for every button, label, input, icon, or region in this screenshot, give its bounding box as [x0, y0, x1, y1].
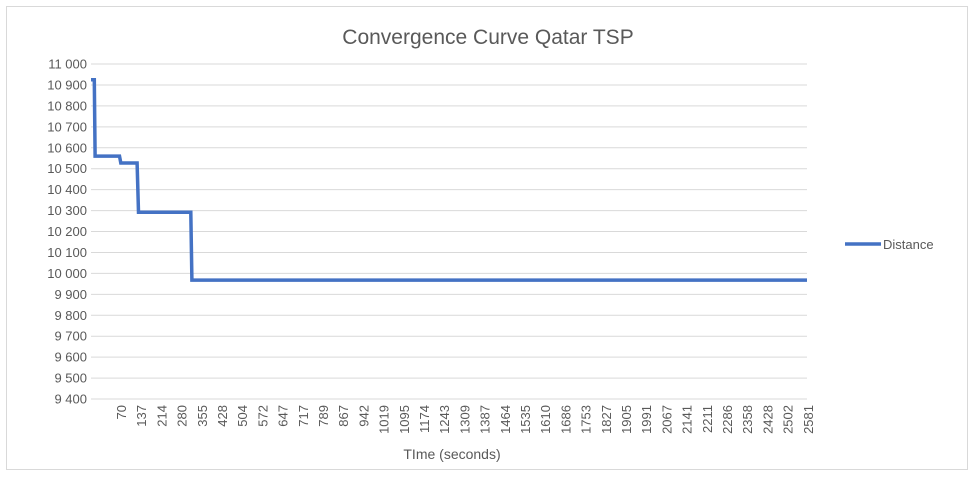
x-tick-label: 867	[336, 405, 351, 427]
x-tick-label: 2428	[760, 405, 775, 434]
x-tick-label: 1535	[518, 405, 533, 434]
y-tick-label: 10 200	[47, 224, 87, 239]
y-tick-label: 10 800	[47, 98, 87, 113]
y-tick-label: 11 000	[48, 57, 87, 72]
x-axis-title: TIme (seconds)	[403, 446, 500, 462]
y-tick-label: 10 600	[47, 140, 87, 155]
x-tick-label: 2581	[801, 405, 816, 434]
x-tick-label: 1991	[639, 405, 654, 434]
x-tick-label: 355	[195, 405, 210, 427]
x-tick-label: 1827	[599, 405, 614, 434]
series-layer	[91, 77, 807, 282]
legend: Distance	[845, 237, 934, 252]
x-tick-label: 572	[255, 405, 270, 427]
x-tick-label: 1905	[619, 405, 634, 434]
x-tick-label: 2286	[720, 405, 735, 434]
legend-label: Distance	[883, 237, 934, 252]
x-tick-label: 1753	[579, 405, 594, 434]
x-tick-label: 2141	[680, 405, 695, 434]
y-tick-label: 10 400	[47, 182, 87, 197]
x-tick-label: 717	[296, 405, 311, 427]
series-line-distance	[91, 77, 807, 282]
x-tick-label: 2358	[740, 405, 755, 434]
y-tick-label: 10 100	[47, 245, 87, 260]
y-tick-label: 9 400	[54, 392, 87, 407]
x-tick-label: 789	[316, 405, 331, 427]
y-tick-label: 10 500	[47, 161, 87, 176]
x-tick-label: 504	[235, 405, 250, 427]
x-tick-label: 647	[276, 405, 291, 427]
x-tick-label: 428	[215, 405, 230, 427]
y-tick-label: 10 000	[47, 266, 87, 281]
y-tick-label: 10 300	[47, 203, 87, 218]
x-tick-label: 1309	[457, 405, 472, 434]
x-tick-label: 1464	[498, 405, 513, 434]
gridlines	[91, 63, 807, 400]
x-tick-label: 70	[114, 405, 129, 419]
y-tick-label: 9 700	[54, 329, 87, 344]
y-tick-label: 9 900	[54, 287, 87, 302]
x-tick-label: 1019	[377, 405, 392, 434]
x-tick-label: 137	[134, 405, 149, 427]
x-tick-label: 1243	[437, 405, 452, 434]
x-tick-label: 942	[356, 405, 371, 427]
y-tick-label: 9 500	[54, 371, 87, 386]
y-axis-tick-labels: 9 400 9 500 9 600 9 700 9 800 9 900 10 000 10 1…	[47, 57, 87, 407]
x-axis-tick-labels: 70 137 214 280 355 428 504 572 647 717 789 867 942 10…	[114, 405, 816, 434]
x-tick-label: 1095	[397, 405, 412, 434]
y-tick-label: 9 600	[54, 350, 87, 365]
x-tick-label: 1174	[417, 405, 432, 433]
x-tick-label: 2211	[700, 405, 715, 433]
chart-frame: Convergence Curve Qatar TSP 9 400 9 500 9 …	[6, 6, 968, 470]
y-tick-label: 10 900	[47, 77, 87, 92]
x-tick-label: 2067	[659, 405, 674, 434]
chart-title: Convergence Curve Qatar TSP	[342, 26, 633, 49]
y-tick-label: 9 800	[54, 308, 87, 323]
x-tick-label: 1610	[538, 405, 553, 434]
x-tick-label: 2502	[781, 405, 796, 434]
x-tick-label: 280	[175, 405, 190, 427]
x-tick-label: 1686	[558, 405, 573, 434]
x-tick-label: 1387	[478, 405, 493, 434]
x-tick-label: 214	[154, 405, 169, 427]
y-tick-label: 10 700	[47, 119, 87, 134]
